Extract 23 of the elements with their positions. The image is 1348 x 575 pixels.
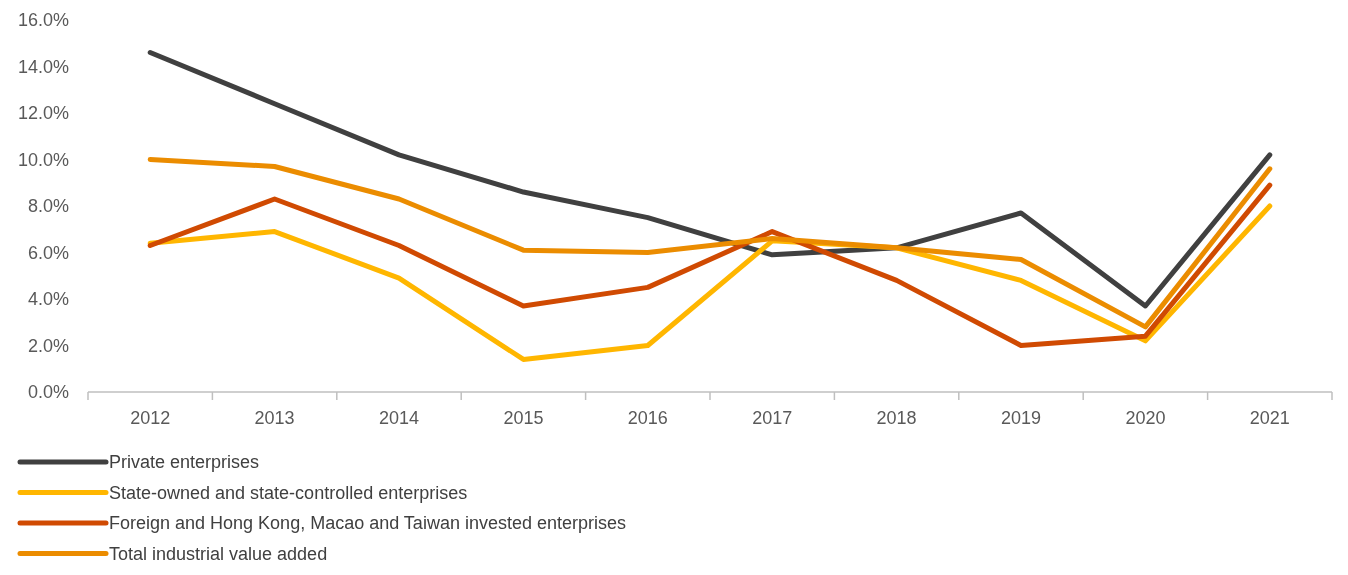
- y-tick-label: 2.0%: [27, 335, 69, 356]
- x-tick-label: 2015: [503, 408, 544, 428]
- y-tick-label: 14.0%: [17, 56, 69, 77]
- x-tick-label: 2014: [378, 408, 420, 428]
- y-tick-label: 10.0%: [17, 149, 69, 170]
- y-tick-label: 8.0%: [27, 196, 69, 217]
- y-tick-label: 0.0%: [27, 382, 69, 403]
- y-tick-label: 16.0%: [17, 10, 69, 31]
- y-tick-label: 4.0%: [27, 289, 69, 310]
- legend-label: Foreign and Hong Kong, Macao and Taiwan invested enterprises: [109, 513, 626, 534]
- x-tick-label: 2018: [876, 408, 917, 428]
- legend-label: Total industrial value added: [109, 543, 328, 564]
- legend-label: State-owned and state-controlled enterprises: [109, 482, 468, 503]
- x-tick-label: 2020: [1125, 408, 1166, 428]
- y-tick-label: 12.0%: [17, 103, 69, 124]
- x-tick-label: 2016: [627, 408, 668, 428]
- x-tick-label: 2021: [1249, 408, 1290, 428]
- y-tick-label: 6.0%: [27, 242, 69, 263]
- x-tick-label: 2017: [752, 408, 793, 428]
- x-tick-label: 2013: [254, 408, 295, 428]
- x-tick-label: 2012: [130, 408, 171, 428]
- x-tick-label: 2019: [1000, 408, 1042, 428]
- legend-label: Private enterprises: [109, 452, 260, 473]
